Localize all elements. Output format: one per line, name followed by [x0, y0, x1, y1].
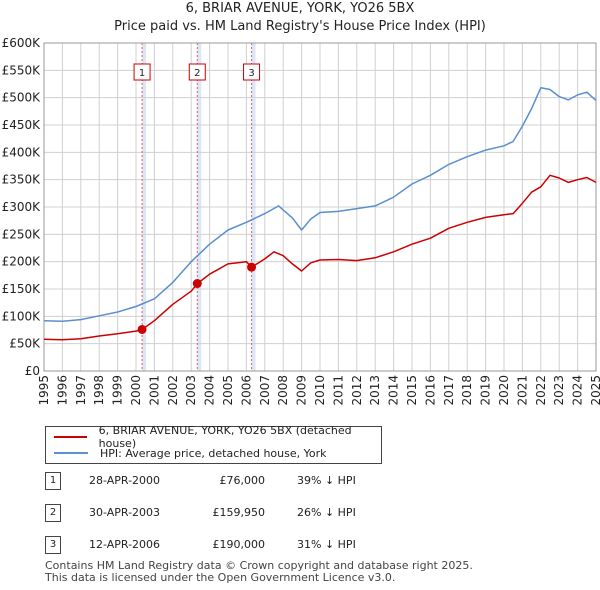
sale-label-text: 3	[248, 68, 254, 79]
chart-subtitle: Price paid vs. HM Land Registry's House …	[114, 19, 486, 34]
sale-date: 28-APR-2000	[89, 474, 161, 487]
sale-label-box	[188, 63, 206, 81]
sale-label-box	[133, 63, 151, 81]
x-tick-label: 1997	[74, 375, 88, 406]
x-tick-label: 2025	[589, 375, 600, 406]
chart-title: 6, BRIAR AVENUE, YORK, YO26 5BX	[185, 1, 415, 16]
legend-item-property: 6, BRIAR AVENUE, YORK, YO26 5BX (detache…	[54, 424, 381, 450]
y-tick-label: £150K	[2, 282, 42, 296]
sale-number: 1	[45, 472, 61, 490]
y-tick-label: £350K	[2, 173, 42, 187]
x-tick-label: 1999	[111, 375, 125, 406]
footer-line-2: This data is licensed under the Open Gov…	[45, 571, 396, 584]
sale-price: £76,000	[219, 474, 266, 487]
sale-row: 2 30-APR-2003 £159,950 26% ↓ HPI	[45, 504, 445, 526]
x-tick-label: 2015	[405, 375, 419, 406]
sale-row: 3 12-APR-2006 £190,000 31% ↓ HPI	[45, 536, 445, 558]
legend-label-hpi: HPI: Average price, detached house, York	[100, 446, 327, 460]
x-tick-label: 2017	[442, 375, 456, 406]
x-tick-label: 2020	[497, 375, 511, 406]
sale-number: 3	[45, 536, 61, 554]
sale-hpi-diff: 39% ↓ HPI	[297, 474, 356, 487]
sale-point	[137, 324, 147, 334]
x-tick-label: 2016	[423, 375, 437, 406]
x-tick-label: 2019	[479, 375, 493, 406]
x-tick-label: 2024	[571, 375, 585, 406]
price-chart: £0 £50K £100K £150K £200K £250K £300K £350K £400…	[2, 36, 600, 406]
sale-date: 12-APR-2006	[89, 538, 161, 551]
series-line-property	[43, 174, 597, 341]
x-tick-label: 2014	[387, 375, 401, 406]
x-tick-label: 2007	[258, 375, 272, 406]
sale-point	[247, 262, 257, 272]
y-tick-label: £50K	[9, 337, 41, 351]
series-line-hpi	[43, 87, 597, 323]
x-tick-label: 2011	[331, 375, 345, 406]
sale-date: 30-APR-2003	[89, 506, 161, 519]
y-tick-label: £400K	[2, 145, 42, 159]
x-tick-label: 2009	[295, 375, 309, 406]
x-tick-label: 2000	[129, 375, 143, 406]
chart-legend: 6, BRIAR AVENUE, YORK, YO26 5BX (detache…	[45, 424, 382, 464]
y-tick-label: £300K	[2, 200, 42, 214]
sale-row: 1 28-APR-2000 £76,000 39% ↓ HPI	[45, 472, 445, 494]
y-tick-label: £0	[25, 364, 40, 378]
footer-line-1: Contains HM Land Registry data © Crown c…	[45, 559, 473, 572]
sale-label-text: 2	[194, 68, 200, 79]
x-tick-label: 2001	[147, 375, 161, 406]
x-tick-label: 2004	[203, 375, 217, 406]
x-tick-label: 1996	[55, 375, 69, 406]
x-tick-label: 2010	[313, 375, 327, 406]
footer-attribution: Contains HM Land Registry data © Crown c…	[45, 560, 473, 584]
y-tick-label: £500K	[2, 91, 42, 105]
y-tick-label: £450K	[2, 118, 42, 132]
x-tick-label: 2006	[239, 375, 253, 406]
x-tick-label: 2022	[534, 375, 548, 406]
sale-label-box	[243, 63, 261, 81]
legend-label-property: 6, BRIAR AVENUE, YORK, YO26 5BX (detache…	[98, 424, 352, 450]
x-tick-label: 2012	[350, 375, 364, 406]
legend-swatch-property	[54, 436, 87, 438]
sale-number: 2	[45, 504, 61, 522]
sale-point	[192, 279, 202, 289]
legend-item-hpi: HPI: Average price, detached house, York	[54, 446, 327, 460]
x-tick-label: 2013	[368, 375, 382, 406]
sale-hpi-diff: 31% ↓ HPI	[297, 538, 356, 551]
sale-price: £190,000	[212, 538, 266, 551]
sale-hpi-diff: 26% ↓ HPI	[297, 506, 356, 519]
y-tick-label: £200K	[2, 255, 42, 269]
y-tick-label: £600K	[2, 36, 42, 50]
x-tick-label: 1998	[92, 375, 106, 406]
x-tick-label: 2008	[276, 375, 290, 406]
y-tick-label: £550K	[2, 63, 42, 77]
x-tick-label: 1995	[37, 375, 51, 406]
x-tick-label: 2005	[221, 375, 235, 406]
y-tick-label: £100K	[2, 309, 42, 323]
x-tick-label: 2023	[552, 375, 566, 406]
x-tick-label: 2002	[166, 375, 180, 406]
plot-border	[43, 42, 597, 372]
sale-price: £159,950	[212, 506, 266, 519]
x-tick-label: 2021	[515, 375, 529, 406]
x-tick-label: 2003	[184, 375, 198, 406]
legend-swatch-hpi	[54, 452, 88, 454]
sale-label-text: 1	[139, 68, 145, 79]
y-tick-label: £250K	[2, 227, 42, 241]
x-tick-label: 2018	[460, 375, 474, 406]
